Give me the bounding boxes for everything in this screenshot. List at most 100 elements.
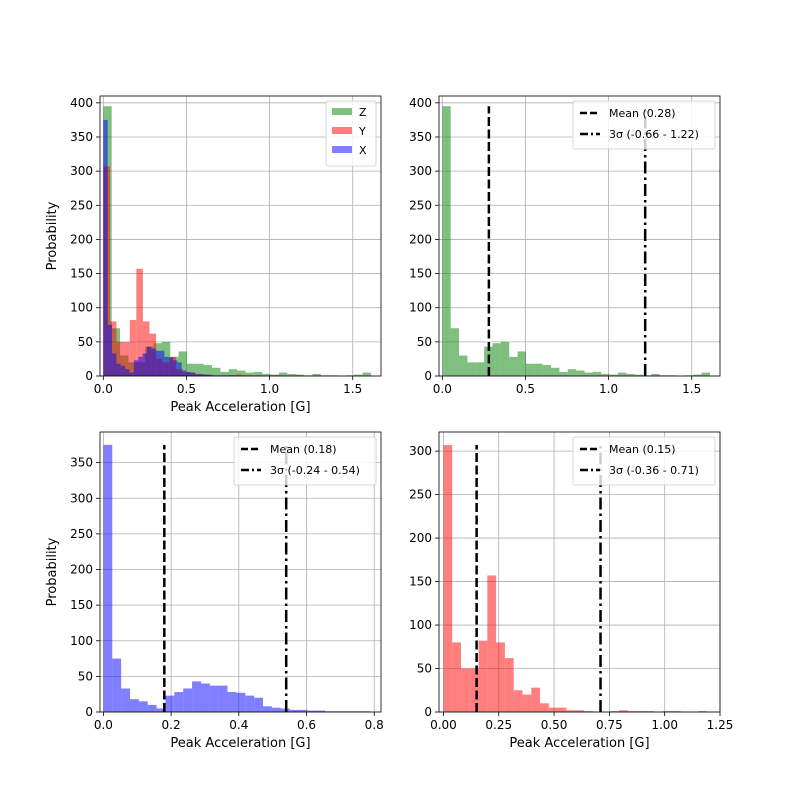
histogram-bar <box>626 373 635 376</box>
y-tick-label: 350 <box>409 130 432 144</box>
histogram-bar <box>181 370 187 376</box>
y-axis-label: Probability <box>45 537 60 606</box>
histogram-bar <box>698 711 707 712</box>
y-axis: 0 50 100 150 200 250 300 350 400 <box>70 96 100 383</box>
histogram-bar <box>557 707 567 712</box>
histogram-bar <box>531 687 541 712</box>
x-tick-label: 0.5 <box>177 382 196 396</box>
y-axis: 0 50 100 150 200 250 300 350 400 <box>409 96 439 383</box>
histogram-bar <box>136 268 143 376</box>
y-tick-label: 100 <box>409 301 432 315</box>
y-tick-label: 300 <box>409 164 432 178</box>
histogram-bar <box>534 363 543 376</box>
histogram-bar <box>194 373 200 376</box>
histogram-bar <box>116 363 121 376</box>
x-tick-label: 0.75 <box>596 718 623 732</box>
histogram-bar <box>207 374 213 376</box>
histogram-bar <box>307 710 317 712</box>
histogram-bar <box>203 374 208 376</box>
y-tick-label: 250 <box>70 527 93 541</box>
histogram-bar <box>362 372 371 376</box>
x-tick-label: 0.00 <box>430 718 457 732</box>
histogram-bar <box>121 688 130 712</box>
histogram-bar <box>460 668 470 712</box>
x-axis: 0.0 0.5 1.0 1.5 <box>433 376 701 396</box>
histogram-bar <box>186 371 191 376</box>
y-tick-label: 400 <box>70 96 93 110</box>
x-tick-label: 0.0 <box>433 382 452 396</box>
histogram-bar <box>262 373 271 376</box>
histogram-bar <box>278 372 288 376</box>
y-tick-label: 100 <box>70 634 93 648</box>
histogram-bar <box>228 369 238 376</box>
reference-lines <box>475 445 602 712</box>
histogram-bar <box>253 371 263 376</box>
histogram-bar <box>575 710 584 712</box>
x-tick-label: 1.5 <box>343 382 362 396</box>
histogram-bar <box>627 711 637 712</box>
y-tick-label: 150 <box>409 267 432 281</box>
legend-swatch <box>332 146 352 153</box>
y-tick-label: 50 <box>78 669 93 683</box>
x-tick-label: 1.0 <box>260 382 279 396</box>
y-tick-label: 300 <box>70 164 93 178</box>
histogram-bar <box>592 371 602 376</box>
legend-label: Y <box>358 125 366 138</box>
histogram-bar <box>443 445 453 712</box>
histogram-bar <box>129 320 137 376</box>
histogram-bar <box>509 356 518 376</box>
histogram-bar <box>220 371 229 376</box>
legend: Mean (0.18) 3σ (-0.24 - 0.54) <box>233 436 377 486</box>
legend-label: X <box>359 144 367 157</box>
x-tick-label: 0.4 <box>229 718 248 732</box>
histogram-bar <box>125 369 130 376</box>
y-tick-label: 300 <box>409 444 432 458</box>
y-tick-label: 200 <box>409 531 432 545</box>
legend-label: Mean (0.15) <box>609 443 676 456</box>
histogram-bar <box>576 370 585 376</box>
histogram-bar <box>609 374 618 376</box>
histogram-bar <box>190 372 195 376</box>
y-axis: 0 50 100 150 200 250 300 350 <box>70 456 100 719</box>
histogram-bar <box>583 711 593 712</box>
grid <box>100 432 381 713</box>
y-axis-label: Probability <box>45 201 60 270</box>
x-axis-label: Peak Acceleration [G] <box>509 736 649 751</box>
histogram-bar <box>120 365 126 376</box>
y-tick-label: 200 <box>70 563 93 577</box>
histogram-bar <box>693 374 702 376</box>
histogram-bar <box>663 711 672 712</box>
histogram-bar <box>218 685 228 712</box>
histogram-bar <box>178 351 187 376</box>
histogram-bar <box>195 363 204 376</box>
y-tick-label: 200 <box>409 232 432 246</box>
x-axis: 0.00 0.25 0.50 0.75 1.00 1.25 <box>430 712 733 732</box>
histogram-bar <box>567 369 577 376</box>
x-tick-label: 0.25 <box>485 718 512 732</box>
histogram-bar <box>450 328 460 376</box>
x-axis-label: Peak Acceleration [G] <box>170 736 310 751</box>
histogram-bar <box>542 365 552 376</box>
histogram-bar <box>559 371 568 376</box>
legend: Mean (0.15) 3σ (-0.36 - 0.71) <box>572 436 716 486</box>
x-tick-label: 0.0 <box>94 382 113 396</box>
histogram-bar <box>183 688 193 712</box>
histogram-bar <box>442 106 451 376</box>
y-tick-label: 250 <box>70 198 93 212</box>
histogram-bar <box>469 668 479 712</box>
histogram-bar <box>142 353 147 376</box>
histogram-bar <box>601 373 610 376</box>
x-tick-label: 0.50 <box>541 718 568 732</box>
y-tick-label: 100 <box>70 301 93 315</box>
legend-box <box>572 100 716 150</box>
histogram-bar <box>245 695 255 712</box>
histogram-bar <box>209 685 219 712</box>
y-tick-label: 150 <box>409 575 432 589</box>
legend: Mean (0.28) 3σ (-0.66 - 1.22) <box>572 100 716 150</box>
y-tick-label: 250 <box>409 198 432 212</box>
y-tick-label: 300 <box>70 491 93 505</box>
legend-box <box>233 436 377 486</box>
histogram-bar <box>619 710 628 712</box>
histogram-bar <box>492 343 501 376</box>
